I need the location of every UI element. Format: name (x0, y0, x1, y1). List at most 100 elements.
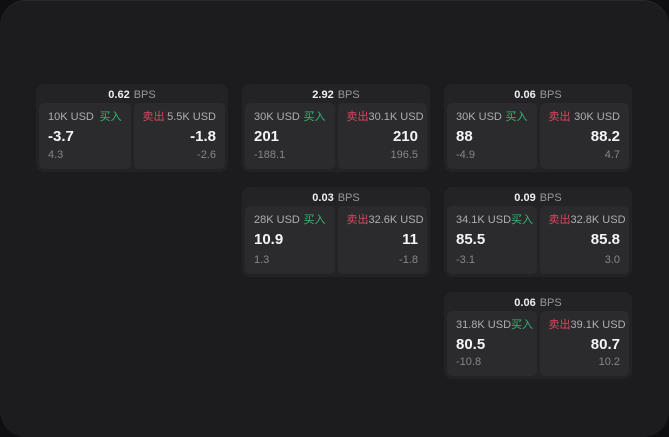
buy-sell-panes: 28K USD 买入 10.9 1.3 卖出 32.6K USD 11 -1.8 (245, 206, 427, 274)
bps-unit-label: BPS (539, 297, 562, 309)
sell-delta: 10.2 (598, 356, 620, 368)
buy-pane-top: 10K USD 买入 (48, 111, 122, 124)
sell-delta: -1.8 (399, 254, 418, 266)
buy-pane-top: 34.1K USD 买入 (456, 214, 533, 227)
sell-pane-top: 卖出 30K USD (549, 111, 621, 124)
card-header: 0.06 BPS (447, 295, 629, 311)
buy-pane-top: 30K USD 买入 (254, 111, 326, 124)
sell-pane-top: 卖出 39.1K USD (548, 319, 626, 332)
buy-price: 10.9 (254, 231, 284, 248)
bps-unit-label: BPS (133, 89, 156, 101)
bps-value: 0.03 (312, 192, 334, 204)
sell-notional: 32.8K USD (570, 214, 626, 226)
buy-side-label: 买入 (303, 214, 326, 226)
buy-pane[interactable]: 30K USD 买入 201 -188.1 (245, 103, 335, 169)
sell-notional: 5.5K USD (167, 111, 216, 123)
buy-delta: 4.3 (48, 149, 64, 161)
sell-delta: 196.5 (390, 149, 418, 161)
card-header: 0.62 BPS (39, 87, 225, 103)
buy-sell-panes: 30K USD 买入 88 -4.9 卖出 30K USD 88.2 4.7 (447, 103, 629, 169)
buy-pane[interactable]: 31.8K USD 买入 80.5 -10.8 (447, 311, 537, 376)
buy-notional: 30K USD (456, 111, 502, 123)
sell-notional: 30K USD (574, 111, 620, 123)
buy-delta: -10.8 (456, 356, 482, 368)
buy-pane[interactable]: 34.1K USD 买入 85.5 -3.1 (447, 206, 537, 274)
buy-price: -3.7 (48, 128, 74, 145)
bps-value: 0.06 (514, 297, 536, 309)
sell-notional: 30.1K USD (368, 111, 424, 123)
bps-value: 0.09 (514, 192, 536, 204)
sell-delta: 3.0 (604, 254, 620, 266)
buy-notional: 30K USD (254, 111, 300, 123)
quote-card: 0.62 BPS 10K USD 买入 -3.7 4.3 卖出 5.5K USD (36, 84, 228, 172)
quote-card: 0.03 BPS 28K USD 买入 10.9 1.3 卖出 32.6K US… (242, 187, 430, 277)
bps-unit-label: BPS (337, 192, 360, 204)
sell-side-label: 卖出 (548, 319, 571, 331)
sell-notional: 32.6K USD (368, 214, 424, 226)
buy-pane[interactable]: 10K USD 买入 -3.7 4.3 (39, 103, 131, 169)
quote-card: 0.09 BPS 34.1K USD 买入 85.5 -3.1 卖出 32.8K… (444, 187, 632, 277)
sell-price: 80.7 (590, 336, 620, 353)
sell-pane[interactable]: 卖出 39.1K USD 80.7 10.2 (539, 311, 629, 376)
sell-pane-top: 卖出 5.5K USD (143, 111, 217, 124)
sell-price: 210 (392, 128, 418, 145)
sell-delta: -2.6 (197, 149, 216, 161)
sell-delta: 4.7 (604, 149, 620, 161)
card-header: 2.92 BPS (245, 87, 427, 103)
buy-delta: 1.3 (254, 254, 270, 266)
buy-pane-top: 30K USD 买入 (456, 111, 528, 124)
sell-side-label: 卖出 (346, 111, 369, 123)
buy-side-label: 买入 (99, 111, 122, 123)
sell-pane[interactable]: 卖出 32.8K USD 85.8 3.0 (539, 206, 629, 274)
bps-unit-label: BPS (539, 192, 562, 204)
sell-pane-top: 卖出 32.8K USD (548, 214, 626, 227)
buy-pane-top: 28K USD 买入 (254, 214, 326, 227)
buy-delta: -4.9 (456, 149, 475, 161)
sell-pane-top: 卖出 30.1K USD (346, 111, 424, 124)
quote-cards-grid: 0.62 BPS 10K USD 买入 -3.7 4.3 卖出 5.5K USD (36, 84, 632, 379)
buy-notional: 31.8K USD (456, 319, 512, 331)
sell-side-label: 卖出 (142, 111, 165, 123)
buy-side-label: 买入 (303, 111, 326, 123)
buy-notional: 10K USD (48, 111, 94, 123)
sell-side-label: 卖出 (548, 111, 571, 123)
buy-price: 201 (254, 128, 280, 145)
buy-pane-top: 31.8K USD 买入 (456, 319, 533, 332)
card-header: 0.09 BPS (447, 190, 629, 206)
sell-pane[interactable]: 卖出 32.6K USD 11 -1.8 (337, 206, 427, 274)
sell-price: 11 (402, 231, 418, 248)
sell-pane[interactable]: 卖出 30K USD 88.2 4.7 (539, 103, 629, 169)
bps-value: 0.06 (514, 89, 536, 101)
buy-side-label: 买入 (511, 319, 534, 331)
buy-delta: -188.1 (254, 149, 286, 161)
sell-pane[interactable]: 卖出 30.1K USD 210 196.5 (337, 103, 427, 169)
buy-side-label: 买入 (511, 214, 534, 226)
buy-notional: 34.1K USD (456, 214, 512, 226)
buy-sell-panes: 30K USD 买入 201 -188.1 卖出 30.1K USD 210 1… (245, 103, 427, 169)
buy-delta: -3.1 (456, 254, 475, 266)
buy-sell-panes: 31.8K USD 买入 80.5 -10.8 卖出 39.1K USD 80.… (447, 311, 629, 376)
buy-side-label: 买入 (505, 111, 528, 123)
quote-card: 0.06 BPS 31.8K USD 买入 80.5 -10.8 卖出 39.1… (444, 292, 632, 379)
quote-card: 2.92 BPS 30K USD 买入 201 -188.1 卖出 30.1K … (242, 84, 430, 172)
bps-value: 0.62 (108, 89, 130, 101)
sell-price: 85.8 (590, 231, 620, 248)
sell-pane[interactable]: 卖出 5.5K USD -1.8 -2.6 (133, 103, 225, 169)
buy-sell-panes: 34.1K USD 买入 85.5 -3.1 卖出 32.8K USD 85.8… (447, 206, 629, 274)
card-header: 0.03 BPS (245, 190, 427, 206)
buy-pane[interactable]: 30K USD 买入 88 -4.9 (447, 103, 537, 169)
card-header: 0.06 BPS (447, 87, 629, 103)
bps-value: 2.92 (312, 89, 334, 101)
buy-price: 88 (456, 128, 473, 145)
bps-unit-label: BPS (539, 89, 562, 101)
buy-sell-panes: 10K USD 买入 -3.7 4.3 卖出 5.5K USD -1.8 -2.… (39, 103, 225, 169)
sell-price: -1.8 (190, 128, 216, 145)
buy-notional: 28K USD (254, 214, 300, 226)
sell-side-label: 卖出 (346, 214, 369, 226)
buy-pane[interactable]: 28K USD 买入 10.9 1.3 (245, 206, 335, 274)
bps-unit-label: BPS (337, 89, 360, 101)
sell-side-label: 卖出 (548, 214, 571, 226)
buy-price: 80.5 (456, 336, 486, 353)
quote-card: 0.06 BPS 30K USD 买入 88 -4.9 卖出 30K USD (444, 84, 632, 172)
